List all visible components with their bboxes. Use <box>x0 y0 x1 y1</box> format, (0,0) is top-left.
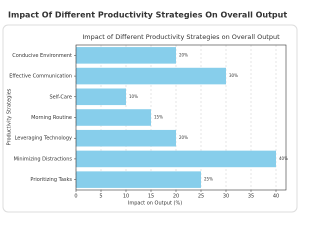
bar <box>76 67 226 85</box>
x-tick-label: 5 <box>99 194 102 200</box>
y-tick-label: Conducive Environment <box>12 53 72 59</box>
y-tick-label: Effective Communication <box>9 74 72 80</box>
bar <box>76 150 276 168</box>
value-label: 25% <box>204 177 213 182</box>
value-label: 30% <box>229 73 238 78</box>
value-label: 10% <box>129 94 138 99</box>
x-tick-label: 35 <box>248 194 254 200</box>
x-tick-label: 25 <box>198 194 204 200</box>
bar <box>76 88 126 106</box>
x-axis-label: Impact on Output (%) <box>128 201 182 207</box>
y-tick-label: Prioritizing Tasks <box>30 177 72 183</box>
plot-frame <box>75 44 287 191</box>
x-tick-label: 10 <box>123 194 129 200</box>
y-tick-label: Morning Routine <box>31 115 72 121</box>
value-label: 15% <box>154 115 163 120</box>
value-label: 20% <box>179 52 188 57</box>
bar <box>76 171 201 188</box>
bar <box>76 129 176 147</box>
x-tick-label: 20 <box>173 194 179 200</box>
x-tick-label: 30 <box>223 194 229 200</box>
bar <box>76 47 176 64</box>
y-tick-label: Self-Care <box>49 94 72 100</box>
value-label: 20% <box>179 135 188 140</box>
bar <box>76 109 151 126</box>
y-tick-label: Minimizing Distractions <box>14 156 73 162</box>
y-tick-label: Leveraging Technology <box>15 136 72 142</box>
x-tick-label: 15 <box>148 194 154 200</box>
y-axis-label: Productivity Strategies <box>7 88 13 145</box>
page: Impact Of Different Productivity Strateg… <box>2 11 298 213</box>
x-tick-label: 40 <box>273 194 279 200</box>
page-title: Impact Of Different Productivity Strateg… <box>8 11 287 20</box>
chart-title: Impact of Different Productivity Strateg… <box>82 33 280 41</box>
x-tick-label: 0 <box>74 194 77 200</box>
value-label: 40% <box>279 156 288 161</box>
